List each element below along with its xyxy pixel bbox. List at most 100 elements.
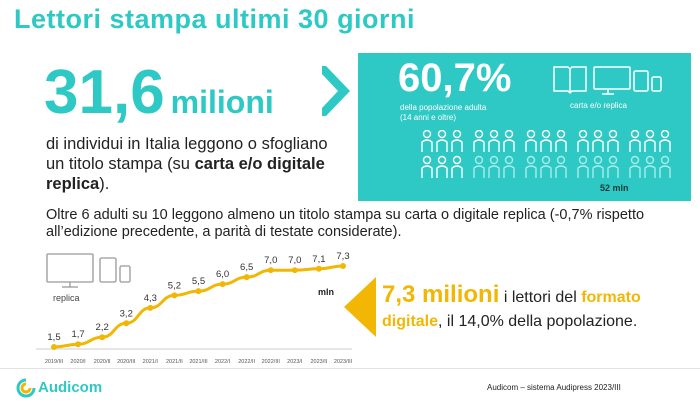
person-icon xyxy=(525,130,537,152)
main-stat-description: di individui in Italia leggono o sfoglia… xyxy=(46,134,346,194)
person-icon xyxy=(592,155,604,178)
person-icon xyxy=(451,130,463,152)
person-icon xyxy=(577,130,589,152)
data-point xyxy=(267,267,274,274)
data-point xyxy=(315,265,322,272)
data-point xyxy=(171,292,178,299)
person-icon xyxy=(629,155,641,178)
person-icon xyxy=(629,130,641,152)
person-icon xyxy=(451,155,463,178)
data-label: 5,2 xyxy=(168,280,181,291)
main-stat-number: 31,6 xyxy=(44,58,165,127)
desc-suffix: ). xyxy=(99,175,110,193)
digital-statement: 7,3 milioni i lettori del formato digita… xyxy=(382,283,692,334)
percent-subtitle: della popolazione adulta (14 anni e oltr… xyxy=(400,103,540,123)
person-icon xyxy=(436,155,448,178)
data-point xyxy=(195,288,202,295)
person-icon xyxy=(555,130,567,152)
x-tick-label: 2022/I xyxy=(215,359,231,365)
x-tick-label: 2023/I xyxy=(287,359,303,365)
person-icon xyxy=(659,130,671,152)
person-icon xyxy=(525,155,537,178)
digital-highlight: formato digitale xyxy=(382,289,641,330)
person-icon xyxy=(577,155,589,178)
person-icon xyxy=(555,155,567,178)
source-note: Audicom – sistema Audipress 2023/III xyxy=(487,383,621,392)
teal-panel xyxy=(358,53,691,201)
x-tick-label: 2020/II xyxy=(94,359,111,365)
person-icon xyxy=(473,130,485,152)
person-icon xyxy=(503,155,515,178)
person-icon xyxy=(488,130,500,152)
x-tick-label: 2022/III xyxy=(262,359,281,365)
data-point xyxy=(51,344,57,350)
desc-prefix: di individui in Italia leggono o sfoglia… xyxy=(46,135,328,173)
data-label: 2,2 xyxy=(96,322,109,333)
data-point xyxy=(219,281,226,288)
data-point xyxy=(291,267,298,274)
x-tick-label: 2021/I xyxy=(143,359,159,365)
person-icon xyxy=(659,155,671,178)
data-point xyxy=(340,263,346,269)
person-icon xyxy=(421,130,433,152)
main-stat-unit: milioni xyxy=(170,84,274,120)
x-tick-label: 2021/III xyxy=(189,359,208,365)
replica-label: replica xyxy=(53,293,80,303)
data-label: 7,1 xyxy=(312,254,325,265)
people-total-label: 52 mln xyxy=(600,183,629,193)
digital-text2: , il 14,0% della popolazione. xyxy=(438,313,638,330)
data-label: 6,0 xyxy=(216,269,229,280)
main-stat-value: 31,6 milioni xyxy=(44,62,274,124)
device-label: carta e/o replica xyxy=(570,101,627,110)
person-icon xyxy=(436,130,448,152)
data-label: 3,2 xyxy=(120,308,133,319)
person-icon xyxy=(473,155,485,178)
data-point xyxy=(147,304,154,311)
chart-unit-label: mln xyxy=(318,287,335,297)
x-tick-label: 2023/II xyxy=(311,359,328,365)
data-label: 7,0 xyxy=(288,255,301,266)
brand-name: Audicom xyxy=(38,379,103,396)
people-icons xyxy=(421,130,671,178)
person-icon xyxy=(607,155,619,178)
data-label: 5,5 xyxy=(192,276,205,287)
devices-icon xyxy=(553,66,662,95)
page-title: Lettori stampa ultimi 30 giorni xyxy=(14,4,416,34)
x-tick-label: 2020/I xyxy=(70,359,86,365)
person-icon xyxy=(488,155,500,178)
x-tick-label: 2020/III xyxy=(117,359,136,365)
data-label: 7,0 xyxy=(264,255,277,266)
data-point xyxy=(75,341,82,348)
data-label: 1,7 xyxy=(71,329,84,340)
data-label: 4,3 xyxy=(144,293,157,304)
percent-sub-1: della popolazione adulta xyxy=(400,103,487,112)
percent-value: 60,7% xyxy=(398,56,512,100)
data-label: 1,5 xyxy=(47,332,60,343)
data-point xyxy=(243,274,250,281)
replica-devices-icon xyxy=(46,253,131,288)
audicom-logo-icon xyxy=(16,378,36,398)
x-tick-label: 2022/II xyxy=(238,359,255,365)
footer-divider xyxy=(0,368,700,369)
line-chart: 1,5 2019/III 1,7 2020/I 2,2 2020/II 3,2 2020/II… xyxy=(36,251,353,365)
x-tick-label: 2019/III xyxy=(45,359,64,365)
data-point xyxy=(123,320,130,327)
chevron-right-icon xyxy=(322,66,350,116)
data-label: 7,3 xyxy=(336,251,349,262)
person-icon xyxy=(607,130,619,152)
digital-text1: i lettori del xyxy=(499,289,582,306)
oltre-text: Oltre 6 adulti su 10 leggono almeno un t… xyxy=(46,207,645,240)
person-icon xyxy=(540,130,552,152)
data-label: 6,5 xyxy=(240,262,253,273)
person-icon xyxy=(421,155,433,178)
person-icon xyxy=(540,155,552,178)
percent-sub-2: (14 anni e oltre) xyxy=(400,113,457,122)
x-tick-label: 2021/II xyxy=(166,359,183,365)
data-point xyxy=(99,334,106,341)
desc-bold: carta e/o digitale replica xyxy=(46,155,325,193)
digital-value: 7,3 milioni xyxy=(382,281,500,308)
chevron-left-icon xyxy=(344,277,376,337)
person-icon xyxy=(644,155,656,178)
person-icon xyxy=(644,130,656,152)
person-icon xyxy=(503,130,515,152)
